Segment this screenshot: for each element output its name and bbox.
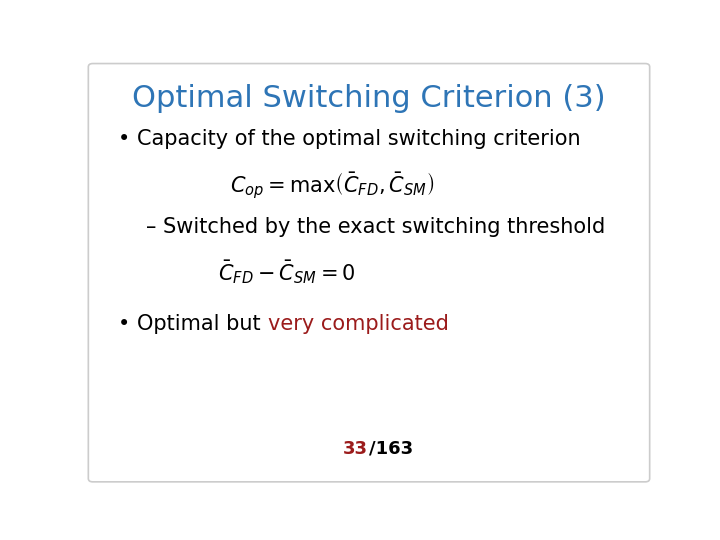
Text: 33: 33 (342, 440, 367, 458)
Text: •: • (118, 129, 130, 149)
Text: $C_{op} = \mathrm{max}\left(\bar{C}_{FD}, \bar{C}_{SM}\right)$: $C_{op} = \mathrm{max}\left(\bar{C}_{FD}… (230, 171, 433, 202)
Text: – Switched by the exact switching threshold: – Switched by the exact switching thresh… (145, 217, 605, 237)
Text: Capacity of the optimal switching criterion: Capacity of the optimal switching criter… (138, 129, 581, 149)
Text: •: • (118, 314, 130, 334)
Text: Optimal Switching Criterion (3): Optimal Switching Criterion (3) (132, 84, 606, 112)
Text: /163: /163 (369, 440, 413, 458)
Text: $\bar{C}_{FD} - \bar{C}_{SM} = 0$: $\bar{C}_{FD} - \bar{C}_{SM} = 0$ (218, 258, 356, 286)
Text: Optimal but: Optimal but (138, 314, 268, 334)
Text: very complicated: very complicated (268, 314, 449, 334)
